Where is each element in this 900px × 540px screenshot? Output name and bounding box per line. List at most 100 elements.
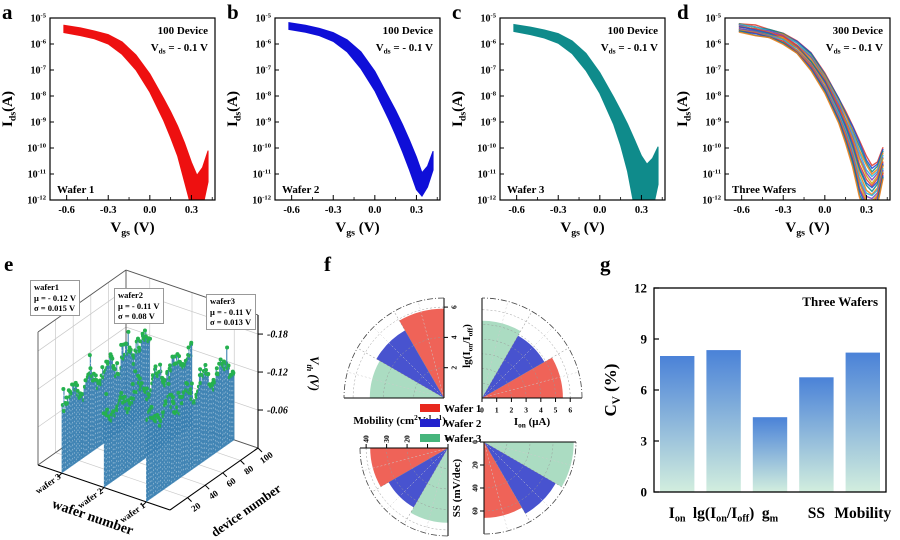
device-curve-band: [63, 24, 209, 200]
y-tick-label: 0: [641, 485, 648, 500]
bias-label: Vds = - 0.1 V: [151, 42, 208, 56]
device-curve-band: [288, 22, 434, 197]
y-axis-label: Ids(A): [450, 91, 469, 127]
device-count-label: 100 Device: [158, 25, 209, 37]
x-tick-label: -0.6: [58, 205, 75, 216]
wafer-tick-label: wafer 3: [33, 471, 63, 496]
curve-area: [738, 22, 884, 200]
stats-box-wafer2: wafer2 μ = - 0.11 V σ = 0.08 V: [114, 288, 164, 324]
metric-label: Ion (μA): [514, 416, 551, 430]
fan-tick-label: 2: [510, 406, 514, 415]
y-tick-label: 10-5: [481, 13, 497, 25]
bias-label: Vds = - 0.1 V: [601, 42, 658, 56]
vth-marker: [128, 347, 133, 352]
x-tick-label: 0.0: [593, 205, 606, 216]
transfer-chart-three-wafers: 10-5 10-6 10-7 10-8 10-9 10-10 10-11 10-12 -0.6 -…: [675, 13, 891, 239]
y-tick-label: 10-9: [706, 117, 722, 129]
vth-marker: [122, 394, 127, 399]
sector-wafer2: [376, 330, 444, 398]
sector-wafer1: [370, 448, 448, 487]
y-tick-label: 10-11: [253, 169, 271, 181]
vth-marker: [75, 388, 80, 393]
vth-marker: [210, 383, 215, 388]
vth-marker: [104, 392, 109, 397]
y-tick-label: 9: [641, 332, 648, 347]
stats-wafer3-mu: μ = - 0.11 V: [210, 306, 252, 317]
vth-marker: [198, 381, 203, 386]
vth-marker: [140, 331, 145, 336]
vth-marker: [135, 336, 140, 341]
stats-wafer1-mu: μ = - 0.12 V: [34, 292, 77, 303]
y-tick-label: 10-5: [256, 13, 272, 25]
device-curve: [738, 25, 884, 189]
bar-0: [660, 356, 695, 492]
fan-chart-0: 2 4 6 lg(Ion/Ioff): [343, 297, 475, 399]
axes: 10-5 10-6 10-7 10-8 10-9 10-10 10-11 10-12 -0.6 -…: [477, 13, 666, 216]
y-tick-label: 10-12: [702, 195, 721, 207]
stats-wafer3-name: wafer3: [210, 296, 236, 306]
metric-label: SS (mV/dec): [451, 458, 463, 517]
x-axis-label: Vgs (V): [785, 220, 829, 239]
device-tick-label: 100: [258, 449, 275, 465]
device-tick-label: 40: [207, 488, 221, 502]
metric-label: lg(Ion/Ioff): [461, 324, 475, 368]
fan-tick-label: 2: [450, 366, 459, 370]
x-tick-label: -0.6: [283, 205, 300, 216]
z-tick-label: -0.06: [267, 406, 288, 417]
vth-marker: [137, 376, 142, 381]
fan-tick-label: 4: [450, 335, 459, 339]
vth-marker: [133, 369, 138, 374]
vth-marker: [171, 401, 176, 406]
vth-marker: [88, 366, 93, 371]
x-tick-label: -0.3: [100, 205, 117, 216]
device-curve: [738, 26, 884, 188]
fan-tick-label: 0: [471, 440, 480, 444]
category-label: gm: [762, 505, 779, 525]
x-tick-label: 0.0: [818, 205, 831, 216]
vth-marker: [188, 387, 193, 392]
x-tick-label: -0.6: [508, 205, 525, 216]
fan-tick-label: 30: [382, 435, 391, 443]
vth-marker: [119, 391, 124, 396]
vth-marker: [126, 329, 131, 334]
panel-e: e -0.18 -0.12 -0.06 Vth (V) 20 40 60 80 100 devic…: [2, 252, 328, 540]
legend-swatch: [420, 434, 440, 442]
vth-marker: [203, 363, 208, 368]
panel-letter-a: a: [2, 0, 13, 24]
vth-marker: [168, 363, 173, 368]
x-axis-label: Vgs (V): [335, 220, 379, 239]
bar-wall-wafer1: [145, 345, 236, 502]
y-tick-label: 10-8: [31, 91, 47, 103]
stats-wafer3-sigma: σ = 0.013 V: [210, 317, 252, 328]
x-tick-label: -0.3: [550, 205, 567, 216]
x-tick-label: 0.0: [143, 205, 156, 216]
fan-tick-label: 20: [471, 461, 480, 469]
sector-wafer3: [484, 442, 574, 487]
legend-label: Wafer 2: [444, 418, 482, 430]
outer-arc: [359, 447, 449, 537]
bias-label: Vds = - 0.1 V: [376, 42, 433, 56]
vth-marker: [158, 419, 163, 424]
bias-label: Vds = - 0.1 V: [826, 42, 883, 56]
device-tick-label: 60: [225, 475, 239, 489]
bar-2: [752, 417, 788, 492]
stats-wafer2-mu: μ = - 0.11 V: [118, 300, 160, 311]
y-tick-label: 10-6: [481, 39, 497, 51]
vth-marker: [105, 361, 110, 366]
device-tick-label: 20: [189, 500, 203, 514]
wafer-label: Three Wafers: [732, 184, 797, 196]
fan-chart-3: 0 20 40 60 SS (mV/dec): [451, 440, 577, 535]
vth-marker: [176, 390, 181, 395]
vth-marker: [61, 386, 66, 391]
y-tick-label: 10-9: [481, 117, 497, 129]
vth-marker: [138, 339, 143, 344]
fan-tick-label: 40: [362, 435, 371, 443]
vth-marker: [177, 354, 182, 359]
y-tick-label: 3: [641, 434, 648, 449]
vth-marker: [186, 345, 191, 350]
y-tick-label: 10-8: [481, 91, 497, 103]
legend-swatch: [420, 404, 440, 412]
x-tick-label: -0.6: [733, 205, 750, 216]
fan-tick-label: 3: [524, 406, 528, 415]
fan-tick-label: 20: [403, 435, 412, 443]
